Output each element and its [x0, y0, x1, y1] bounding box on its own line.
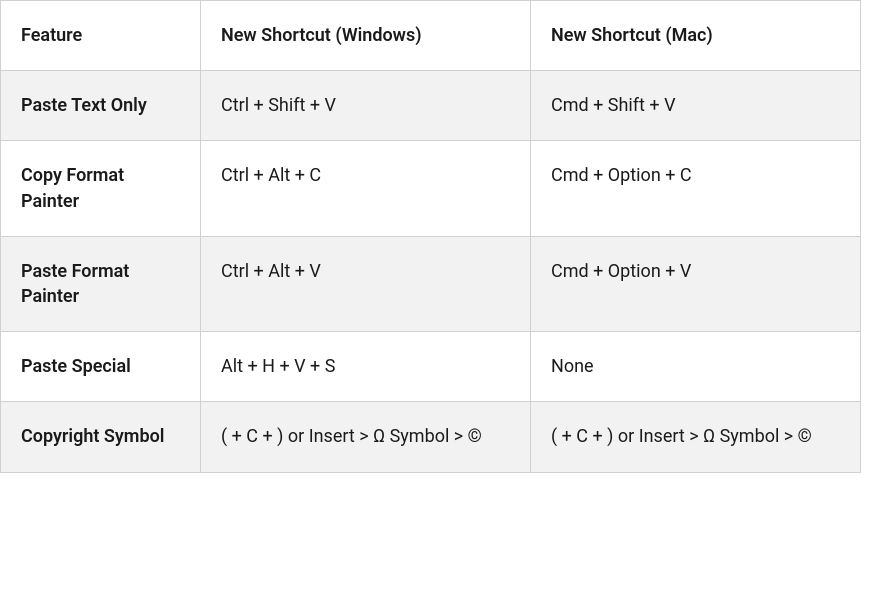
table-body: Paste Text Only Ctrl + Shift + V Cmd + S…: [1, 71, 861, 472]
col-header-windows: New Shortcut (Windows): [201, 1, 531, 71]
table-row: Paste Text Only Ctrl + Shift + V Cmd + S…: [1, 71, 861, 141]
cell-feature: Paste Text Only: [1, 71, 201, 141]
col-header-feature: Feature: [1, 1, 201, 71]
cell-feature: Copy Format Painter: [1, 141, 201, 236]
table-header-row: Feature New Shortcut (Windows) New Short…: [1, 1, 861, 71]
cell-mac: Cmd + Option + C: [531, 141, 861, 236]
table-row: Copy Format Painter Ctrl + Alt + C Cmd +…: [1, 141, 861, 236]
shortcuts-table: Feature New Shortcut (Windows) New Short…: [0, 0, 861, 473]
cell-windows: Ctrl + Shift + V: [201, 71, 531, 141]
cell-mac: Cmd + Option + V: [531, 236, 861, 331]
table-row: Paste Special Alt + H + V + S None: [1, 332, 861, 402]
page-root: Feature New Shortcut (Windows) New Short…: [0, 0, 877, 614]
cell-feature: Paste Special: [1, 332, 201, 402]
cell-mac: Cmd + Shift + V: [531, 71, 861, 141]
col-header-mac: New Shortcut (Mac): [531, 1, 861, 71]
cell-windows: Ctrl + Alt + C: [201, 141, 531, 236]
table-header: Feature New Shortcut (Windows) New Short…: [1, 1, 861, 71]
cell-mac: None: [531, 332, 861, 402]
table-row: Paste Format Painter Ctrl + Alt + V Cmd …: [1, 236, 861, 331]
cell-windows: ( + C + ) or Insert > Ω Symbol > ©: [201, 402, 531, 472]
cell-mac: ( + C + ) or Insert > Ω Symbol > ©: [531, 402, 861, 472]
cell-feature: Copyright Symbol: [1, 402, 201, 472]
cell-windows: Alt + H + V + S: [201, 332, 531, 402]
cell-feature: Paste Format Painter: [1, 236, 201, 331]
table-row: Copyright Symbol ( + C + ) or Insert > Ω…: [1, 402, 861, 472]
cell-windows: Ctrl + Alt + V: [201, 236, 531, 331]
